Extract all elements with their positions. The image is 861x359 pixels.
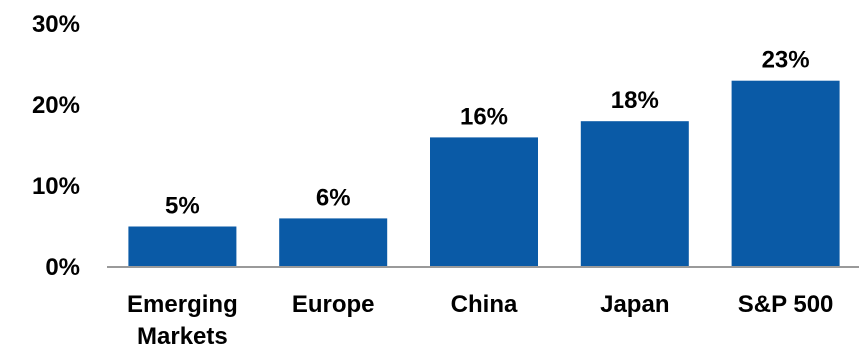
category-label: Europe [292,291,375,318]
category-label: Japan [600,291,669,318]
bars [128,80,840,267]
bar [430,137,538,267]
bar [580,121,689,267]
bar [731,80,840,267]
y-axis-ticks: 0% 10% 20% 30% [32,11,80,281]
data-label: 6% [316,184,351,211]
data-label: 16% [460,103,508,130]
data-label: 5% [165,193,200,220]
data-label: 18% [611,87,659,114]
y-tick-label: 0% [45,254,80,281]
data-labels: 5% 6% 16% 18% 23% [165,47,810,220]
y-tick-label: 30% [32,11,80,38]
category-labels: Emerging Markets Europe China Japan S&P 500 [127,291,833,350]
bar [279,218,388,267]
category-label: China [451,291,518,318]
y-tick-label: 20% [32,92,80,119]
category-label: S&P 500 [738,291,834,318]
data-label: 23% [762,47,810,74]
category-label: Emerging Markets [127,291,238,350]
y-tick-label: 10% [32,173,80,200]
bar [128,226,237,267]
